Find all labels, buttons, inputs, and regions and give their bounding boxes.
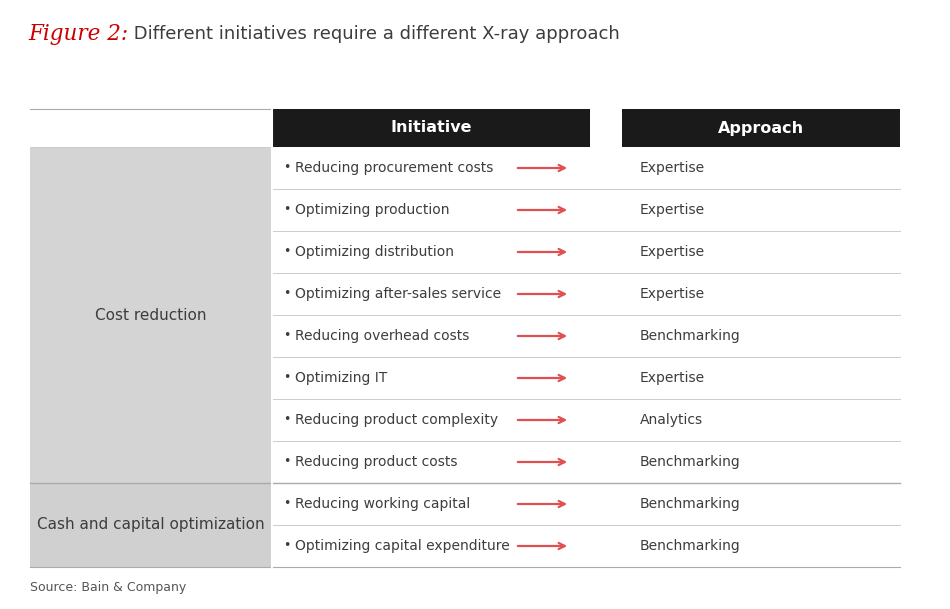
Text: Optimizing after-sales service: Optimizing after-sales service — [295, 287, 502, 301]
Bar — [272, 231, 900, 273]
Text: •: • — [283, 329, 291, 342]
Bar — [272, 525, 900, 567]
Text: Benchmarking: Benchmarking — [640, 329, 741, 343]
Text: •: • — [283, 414, 291, 426]
Bar — [272, 147, 900, 189]
Bar — [272, 483, 900, 525]
Bar — [590, 109, 622, 147]
Text: •: • — [283, 498, 291, 510]
Text: Figure 2:: Figure 2: — [28, 23, 128, 45]
Text: Expertise: Expertise — [640, 371, 705, 385]
Text: Cash and capital optimization: Cash and capital optimization — [37, 518, 265, 532]
Text: Benchmarking: Benchmarking — [640, 455, 741, 469]
Bar — [272, 441, 900, 483]
Text: Benchmarking: Benchmarking — [640, 497, 741, 511]
Text: Expertise: Expertise — [640, 203, 705, 217]
Bar — [30, 483, 272, 567]
Text: Reducing working capital: Reducing working capital — [295, 497, 470, 511]
Text: Initiative: Initiative — [390, 121, 472, 135]
Text: Reducing overhead costs: Reducing overhead costs — [295, 329, 469, 343]
Text: •: • — [283, 456, 291, 468]
Text: Benchmarking: Benchmarking — [640, 539, 741, 553]
Text: •: • — [283, 161, 291, 175]
Bar — [30, 147, 272, 483]
Text: Cost reduction: Cost reduction — [95, 308, 207, 323]
Bar — [272, 189, 900, 231]
Text: •: • — [283, 245, 291, 258]
Text: Different initiatives require a different X-ray approach: Different initiatives require a differen… — [128, 25, 619, 43]
Text: •: • — [283, 540, 291, 552]
Text: Expertise: Expertise — [640, 245, 705, 259]
Bar — [272, 399, 900, 441]
Text: Reducing product costs: Reducing product costs — [295, 455, 458, 469]
Text: Expertise: Expertise — [640, 161, 705, 175]
Text: Optimizing production: Optimizing production — [295, 203, 449, 217]
Text: Optimizing capital expenditure: Optimizing capital expenditure — [295, 539, 510, 553]
Text: Optimizing IT: Optimizing IT — [295, 371, 388, 385]
Bar — [272, 273, 900, 315]
Bar — [272, 315, 900, 357]
Bar — [272, 109, 590, 147]
Text: Optimizing distribution: Optimizing distribution — [295, 245, 454, 259]
Text: Reducing product complexity: Reducing product complexity — [295, 413, 498, 427]
Text: •: • — [283, 203, 291, 217]
Text: Source: Bain & Company: Source: Bain & Company — [30, 580, 186, 594]
Text: •: • — [283, 287, 291, 300]
Text: Expertise: Expertise — [640, 287, 705, 301]
Text: •: • — [283, 371, 291, 384]
Text: Reducing procurement costs: Reducing procurement costs — [295, 161, 493, 175]
Text: Analytics: Analytics — [640, 413, 703, 427]
Bar — [622, 109, 900, 147]
Text: Approach: Approach — [718, 121, 804, 135]
Bar — [272, 357, 900, 399]
